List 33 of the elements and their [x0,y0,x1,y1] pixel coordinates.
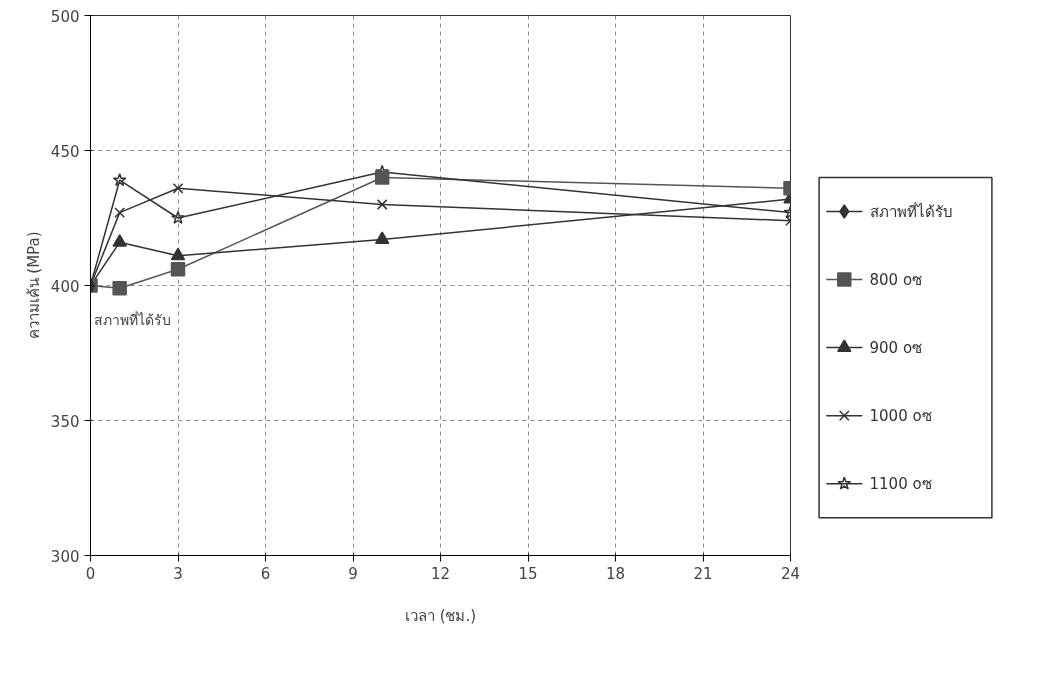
x-tick-label: 15 [518,564,538,583]
y-tick-label: 450 [50,142,80,161]
y-tick-label: 400 [50,277,80,296]
x-tick-label: 9 [348,564,358,583]
y-tick-label: 350 [50,412,80,431]
x-tick-label: 18 [605,564,626,583]
point [170,247,186,261]
x-tick-label: 3 [173,564,183,583]
y-axis-title: ความเค้น (MPa) [24,231,43,340]
point [170,262,186,277]
y-tick-label: 500 [50,7,80,26]
point [112,280,127,296]
x-tick-label: 21 [693,564,713,583]
point [374,170,390,185]
point [171,210,185,225]
point [114,207,126,218]
x-axis-title: เวลา (ชม.) [404,606,477,625]
x-tick-label: 24 [780,564,801,583]
x-tick-label: 6 [260,564,271,583]
legend-label: 1100 oซ [869,474,932,493]
x-tick-label: 0 [85,564,96,583]
annotation: สภาพที่ได้รับ [93,310,171,328]
point [376,199,388,210]
y-tick-label: 300 [50,547,80,566]
legend-label: 800 oซ [869,270,923,289]
legend-label: สภาพที่ได้รับ [869,200,953,221]
point [374,231,390,245]
point [112,172,127,187]
point [172,182,184,194]
legend-label: 900 oซ [869,338,923,357]
x-tick-label: 12 [430,564,451,583]
point [112,234,127,247]
legend-label: 1000 oซ [869,406,932,425]
